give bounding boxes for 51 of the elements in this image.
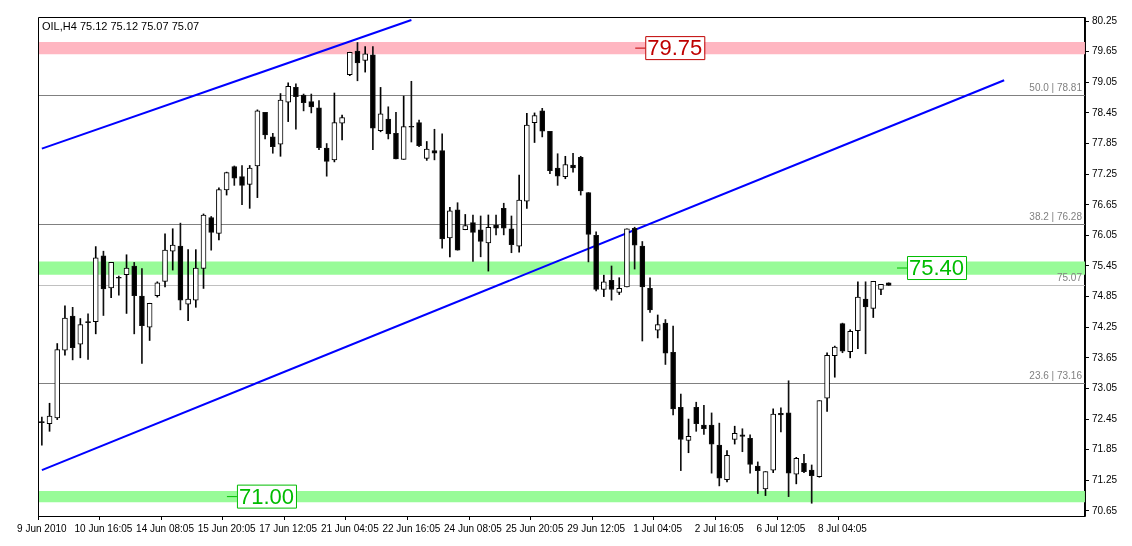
y-tick-label: 74.25 (1091, 320, 1118, 332)
x-tick-label: 22 Jun 16:05 (382, 522, 441, 534)
ref-line-label: 23.6 | 73.16 (1029, 370, 1083, 382)
x-tick-label: 10 Jun 16:05 (74, 522, 133, 534)
ref-line-label: 50.0 | 78.81 (1029, 82, 1083, 94)
candlestick (808, 464, 815, 504)
y-tick-label: 75.45 (1091, 259, 1118, 271)
y-tick-label: 79.05 (1091, 76, 1118, 88)
y-tick-label: 70.65 (1091, 504, 1118, 516)
x-tick-label: 21 Jun 04:05 (320, 522, 380, 534)
x-tick-label: 25 Jun 20:05 (505, 522, 564, 534)
x-tick-label: 15 Jun 20:05 (197, 522, 256, 534)
x-tick-label: 1 Jul 04:05 (633, 522, 683, 534)
x-tick-label: 6 Jul 12:05 (756, 522, 806, 534)
candlestick (116, 275, 122, 296)
candlestick (185, 249, 191, 321)
candlestick (754, 461, 761, 494)
ref-line-label: 38.2 | 76.28 (1029, 211, 1083, 223)
candlestick (239, 165, 245, 206)
y-tick-label: 78.45 (1091, 106, 1118, 118)
x-tick-label: 17 Jun 12:05 (259, 522, 318, 534)
candlestick (493, 214, 499, 236)
y-tick-label: 73.65 (1091, 351, 1118, 363)
y-tick-label: 77.25 (1091, 167, 1118, 179)
band-label: 75.40 (908, 255, 965, 281)
y-tick-label: 76.65 (1091, 198, 1118, 210)
band-label: 79.75 (647, 35, 703, 61)
y-tick-label: 80.25 (1091, 14, 1118, 26)
x-tick-label: 29 Jun 12:05 (567, 522, 626, 534)
y-tick-label: 77.85 (1091, 137, 1118, 149)
ref-line-label: 75.07 (1056, 272, 1083, 284)
x-tick-label: 2 Jul 16:05 (694, 522, 745, 534)
band-label: 71.00 (238, 483, 294, 509)
x-tick-label: 8 Jul 04:05 (818, 522, 868, 534)
x-tick-label: 9 Jun 2010 (17, 522, 68, 534)
y-tick-label: 71.25 (1091, 474, 1118, 486)
y-tick-label: 74.85 (1091, 290, 1118, 302)
candlestick (169, 228, 176, 271)
y-tick-label: 73.05 (1091, 382, 1118, 394)
y-tick-label: 79.65 (1091, 45, 1118, 57)
candlestick (701, 404, 707, 435)
candlestick (778, 407, 784, 433)
candlestick (616, 277, 623, 295)
y-tick-label: 76.05 (1091, 229, 1118, 241)
x-tick-label: 24 Jun 08:05 (444, 522, 503, 534)
x-tick-label: 14 Jun 08:05 (136, 522, 195, 534)
candlestick (293, 83, 299, 130)
y-tick-label: 71.85 (1091, 443, 1118, 455)
y-tick-label: 72.45 (1091, 412, 1118, 424)
chart-title: OIL,H4 75.12 75.12 75.07 75.07 (42, 19, 200, 32)
candlestick (470, 214, 476, 262)
